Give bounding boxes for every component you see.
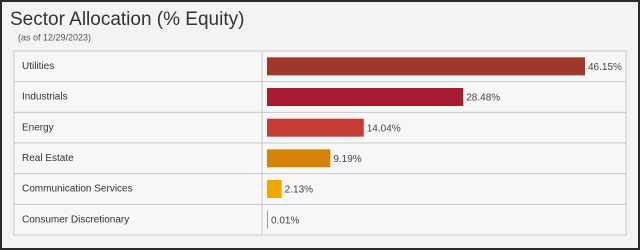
bar: [267, 88, 464, 106]
bar: [267, 149, 331, 168]
bar: [267, 180, 282, 198]
category-label: Energy: [22, 122, 54, 133]
category-label: Consumer Discretionary: [22, 214, 129, 225]
chart-subtitle: (as of 12/29/2023): [18, 32, 91, 42]
value-label: 2.13%: [285, 185, 313, 196]
bar: [267, 57, 585, 76]
category-label: Industrials: [22, 92, 68, 103]
value-label: 14.04%: [367, 123, 401, 134]
value-label: 9.19%: [333, 154, 361, 165]
bar: [267, 210, 268, 229]
category-label: Communication Services: [22, 184, 133, 195]
category-label: Real Estate: [22, 153, 74, 164]
value-label: 46.15%: [588, 62, 622, 73]
bar: [267, 118, 364, 137]
value-label: 0.01%: [271, 215, 299, 226]
chart-title: Sector Allocation (% Equity): [10, 9, 244, 30]
category-label: Utilities: [22, 61, 54, 72]
value-label: 28.48%: [466, 93, 500, 104]
